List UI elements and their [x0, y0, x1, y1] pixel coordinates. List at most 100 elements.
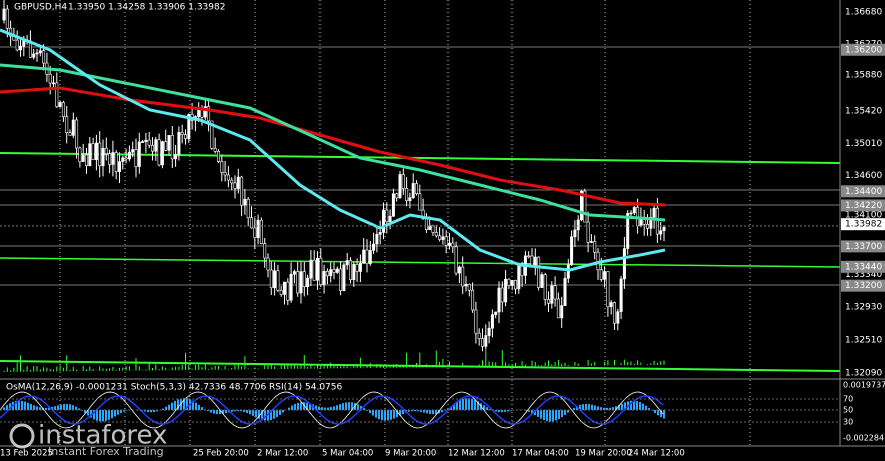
osma-bar	[591, 404, 593, 410]
osma-bar	[207, 410, 209, 412]
osma-bar	[579, 404, 581, 410]
osma-bar	[66, 403, 68, 410]
osma-bar	[582, 404, 584, 410]
candle-body	[556, 298, 560, 319]
candle-body	[444, 236, 448, 246]
osma-bar	[117, 410, 119, 415]
osma-bar	[435, 410, 437, 415]
osma-bar	[186, 398, 188, 410]
osma-bar	[72, 405, 74, 410]
candle-body	[85, 154, 89, 166]
osma-bar	[528, 410, 530, 412]
candle-body	[599, 269, 603, 280]
candle-body	[226, 174, 230, 181]
candle-body	[259, 219, 263, 244]
osma-bar	[504, 410, 506, 412]
osma-bar	[243, 410, 245, 412]
candle-body	[490, 314, 494, 329]
osma-bar	[21, 400, 23, 410]
candle-body	[537, 256, 541, 288]
candle-body	[292, 271, 296, 275]
candle-body	[253, 227, 257, 238]
price-label: 1.36680	[845, 8, 882, 18]
candle-body	[111, 152, 115, 165]
osma-bar	[3, 407, 5, 410]
candle-body	[108, 153, 112, 165]
osma-bar	[561, 410, 563, 418]
candle-body	[431, 225, 435, 233]
osma-bar	[384, 410, 386, 421]
osma-bar	[123, 410, 125, 412]
candle-body	[418, 193, 422, 211]
osma-bar	[585, 403, 587, 410]
candle-body	[471, 289, 475, 311]
candle-body	[75, 119, 79, 149]
candle-body	[401, 174, 405, 189]
osma-bar	[552, 410, 554, 422]
osma-bar	[393, 410, 395, 419]
osma-bar	[318, 406, 320, 410]
osma-bar	[399, 410, 401, 416]
osma-bar	[408, 410, 410, 412]
candle-body	[61, 102, 65, 117]
candle-body	[381, 209, 385, 233]
osma-bar	[339, 404, 341, 410]
candle-body	[527, 255, 531, 258]
osma-bar	[588, 404, 590, 410]
candle-body	[104, 147, 108, 155]
candle-body	[497, 287, 501, 313]
price-tag	[841, 240, 885, 253]
osma-bar	[216, 410, 218, 415]
candle-body	[603, 271, 607, 280]
candle-body	[319, 257, 323, 285]
osma-bar	[432, 410, 434, 415]
candle-body	[500, 287, 504, 303]
osma-bar	[39, 407, 41, 410]
candle-body	[405, 188, 409, 202]
osma-bar	[414, 410, 416, 412]
osma-bar	[501, 410, 503, 413]
osma-bar	[57, 405, 59, 410]
osma-bar	[420, 410, 422, 412]
osma-bar	[546, 410, 548, 422]
candle-body	[151, 144, 155, 152]
osma-bar	[324, 407, 326, 410]
price-tag	[841, 279, 885, 292]
candle-body	[276, 270, 280, 291]
osma-bar	[459, 400, 461, 410]
indicator-axis-label: 0.0019737	[843, 381, 885, 390]
watermark-slogan: Instant Forex Trading	[48, 445, 164, 458]
candle-body	[474, 309, 478, 334]
osma-bar	[27, 402, 29, 410]
candle-body	[543, 274, 547, 300]
candle-body	[378, 232, 382, 235]
candle-body	[408, 197, 412, 202]
osma-bar	[303, 402, 305, 410]
candle-body	[454, 246, 458, 274]
candle-body	[207, 106, 211, 122]
osma-bar	[639, 402, 641, 410]
candle-body	[174, 154, 178, 160]
candle-body	[388, 215, 392, 222]
osma-bar	[618, 404, 620, 410]
osma-bar	[210, 410, 212, 413]
osma-bar	[9, 403, 11, 410]
candle-body	[213, 148, 217, 152]
candle-body	[263, 243, 267, 259]
price-label: 1.35420	[845, 107, 882, 117]
candle-body	[546, 299, 550, 304]
candle-body	[424, 218, 428, 230]
time-label: 19 Mar 20:00	[575, 449, 632, 459]
candle-body	[372, 243, 376, 251]
price-label: 1.35010	[845, 139, 882, 149]
candle-body	[137, 141, 141, 167]
osma-bar	[540, 410, 542, 419]
osma-bar	[531, 410, 533, 414]
osma-bar	[177, 399, 179, 410]
time-label: 2 Mar 12:00	[257, 449, 308, 459]
candle-body	[626, 213, 630, 249]
candle-body	[593, 241, 597, 253]
osma-bar	[573, 408, 575, 410]
candle-body	[233, 182, 237, 189]
osma-bar	[330, 407, 332, 410]
